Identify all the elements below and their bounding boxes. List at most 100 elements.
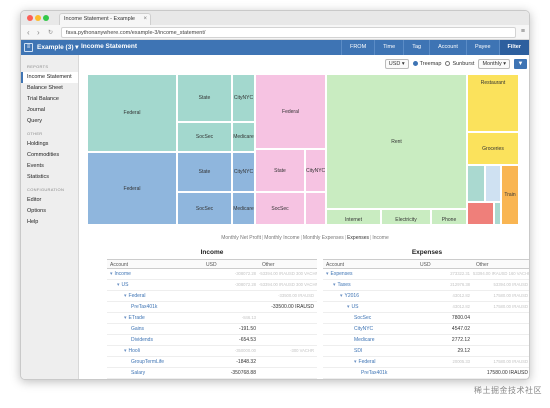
collapse-triangle-icon[interactable]: ▾ (333, 282, 336, 288)
menu-toggle-icon[interactable]: ≡ (24, 43, 33, 52)
sunburst-option[interactable]: Sunburst (445, 61, 474, 67)
sidebar-item-events[interactable]: Events (27, 163, 44, 169)
toggle-chart-icon[interactable]: ▼ (514, 58, 527, 69)
account-cell[interactable]: ▾ US (107, 282, 203, 288)
collapse-triangle-icon[interactable]: ▾ (347, 304, 350, 310)
filter-account-button[interactable]: Account (429, 40, 466, 55)
account-name[interactable]: SDI (354, 348, 363, 354)
account-name[interactable]: Medicare (354, 337, 375, 343)
treemap-cell-lteal-a[interactable] (467, 165, 485, 202)
chart-view-monthly-expenses[interactable]: Monthly Expenses (302, 235, 344, 241)
account-cell[interactable]: Salary (107, 370, 203, 376)
table-row[interactable]: Salary -350768.88 (107, 368, 317, 379)
account-name[interactable]: US (351, 304, 359, 310)
table-row[interactable]: ▾ Income -308072.28 -53394.00 IRAUSD 300 VA… (107, 269, 317, 280)
table-row[interactable]: ▾ Taxes 212976.38 53394.00 IRAUSD (323, 280, 529, 291)
browser-menu-icon[interactable]: ≡ (520, 28, 525, 35)
treemap-cell-lblue-a[interactable] (485, 165, 501, 202)
table-row[interactable]: ▾ Y2016 43012.82 17580.00 IRAUSD (323, 291, 529, 302)
table-row[interactable]: Medicare 2772.12 (323, 335, 529, 346)
treemap-cell-restaurant[interactable]: Restaurant (467, 74, 519, 132)
treemap-cell-socsec-b[interactable]: SocSec (177, 192, 232, 225)
treemap-cell-medicare-b[interactable]: Medicare (232, 192, 255, 225)
account-cell[interactable]: Medicare (323, 337, 417, 343)
table-row[interactable]: Vacation-300 VACHR (107, 379, 317, 380)
sidebar-item-help[interactable]: Help (27, 219, 39, 225)
collapse-triangle-icon[interactable]: ▾ (124, 293, 127, 299)
browser-tab[interactable]: Income Statement - Example × (59, 13, 151, 25)
account-cell[interactable]: ▾ Income (107, 271, 203, 277)
account-name[interactable]: Gains (131, 326, 145, 332)
col-account[interactable]: Account (110, 262, 129, 268)
filter-button[interactable]: Filter (498, 40, 529, 55)
treemap-cell-train[interactable]: Train (501, 165, 519, 225)
account-cell[interactable]: PreTax401k (323, 370, 417, 376)
account-cell[interactable]: GroupTermLife (107, 359, 203, 365)
treemap-cell-medicare-a[interactable]: Medicare (232, 122, 255, 152)
account-cell[interactable]: ▾ Hooli (107, 348, 203, 354)
account-name[interactable]: Expenses (330, 271, 353, 277)
treemap-cell-state-c[interactable]: State (255, 149, 305, 192)
account-name[interactable]: Dividends (131, 337, 153, 343)
collapse-triangle-icon[interactable]: ▾ (326, 271, 329, 277)
filter-tag-button[interactable]: Tag (403, 40, 429, 55)
close-window-button[interactable] (27, 15, 33, 21)
forward-arrow-icon[interactable]: › (37, 28, 40, 37)
table-row[interactable]: ▾ Federal -33500.00 IRAUSD (107, 291, 317, 302)
col-other[interactable]: Other (476, 262, 489, 268)
col-account[interactable]: Account (326, 262, 345, 268)
collapse-triangle-icon[interactable]: ▾ (340, 293, 343, 299)
account-cell[interactable]: PreTax401k (107, 304, 203, 310)
account-cell[interactable]: ▾ Y2016 (323, 293, 417, 299)
chart-view-expenses[interactable]: Expenses (347, 235, 370, 241)
ledger-selector[interactable]: Example (3) ▾ (37, 44, 79, 51)
collapse-triangle-icon[interactable]: ▾ (124, 315, 127, 321)
treemap-cell-rent[interactable]: Rent (326, 74, 467, 209)
table-row[interactable]: ▾ US -308072.28 -53394.00 IRAUSD 300 VACHR (107, 280, 317, 291)
table-row[interactable]: ▾ Federal 20005.33 17580.00 IRAUSD (323, 357, 529, 368)
filter-payee-button[interactable]: Payee (465, 40, 499, 55)
sidebar-item-journal[interactable]: Journal (27, 107, 46, 113)
reload-icon[interactable]: ↻ (48, 30, 54, 36)
account-name[interactable]: Hooli (128, 348, 140, 354)
treemap-cell-electricity[interactable]: Electricity (381, 209, 431, 225)
filter-time-button[interactable]: Time (374, 40, 403, 55)
treemap-cell-state-b[interactable]: State (177, 152, 232, 192)
table-row[interactable]: Dividends -654.53 (107, 335, 317, 346)
account-name[interactable]: ETrade (128, 315, 145, 321)
account-name[interactable]: Federal (128, 293, 146, 299)
account-name[interactable]: Taxes (337, 282, 351, 288)
col-other[interactable]: Other (262, 262, 275, 268)
account-cell[interactable]: ▾ Expenses (323, 271, 417, 277)
table-row[interactable]: ▾ ETrade -846.13 (107, 313, 317, 324)
treemap-cell-groceries[interactable]: Groceries (467, 132, 519, 165)
col-usd[interactable]: USD (206, 262, 217, 268)
chart-view-income[interactable]: Income (372, 235, 389, 241)
table-row[interactable]: CityNYC 4547.02 (323, 324, 529, 335)
account-cell[interactable]: Gains (107, 326, 203, 332)
treemap-cell-citynyc-b[interactable]: CityNYC (232, 152, 255, 192)
collapse-triangle-icon[interactable]: ▾ (117, 282, 120, 288)
account-cell[interactable]: ▾ Federal (323, 359, 417, 365)
account-cell[interactable]: ▾ US (323, 304, 417, 310)
collapse-triangle-icon[interactable]: ▾ (354, 359, 357, 365)
minimize-window-button[interactable] (35, 15, 41, 21)
url-input[interactable]: fava.pythonanywhere.com/example-3/income… (61, 27, 516, 38)
treemap-cell-socsec-a[interactable]: SocSec (177, 122, 232, 152)
collapse-triangle-icon[interactable]: ▾ (110, 271, 113, 277)
table-row[interactable]: ▾ Expenses 273322.31 53394.00 IRAUSD 160 VA… (323, 269, 529, 280)
account-name[interactable]: PreTax401k (361, 370, 388, 376)
treemap-cell-red-a[interactable] (467, 202, 494, 225)
sidebar-item-holdings[interactable]: Holdings (27, 141, 49, 147)
account-cell[interactable]: Dividends (107, 337, 203, 343)
sidebar-item-commodities[interactable]: Commodities (27, 152, 60, 158)
table-row[interactable]: ▾ Hooli -350000.00 -300 VACHR (107, 346, 317, 357)
sidebar-item-options[interactable]: Options (27, 208, 46, 214)
table-row[interactable]: State9804.39 (323, 379, 530, 380)
treemap-option[interactable]: Treemap (412, 61, 441, 67)
account-name[interactable]: Y2016 (344, 293, 359, 299)
table-row[interactable]: ▾ US 43012.82 17580.00 IRAUSD (323, 302, 529, 313)
col-usd[interactable]: USD (420, 262, 431, 268)
table-row[interactable]: SocSec 7800.04 (323, 313, 529, 324)
filter-from-button[interactable]: FROM (340, 40, 374, 55)
